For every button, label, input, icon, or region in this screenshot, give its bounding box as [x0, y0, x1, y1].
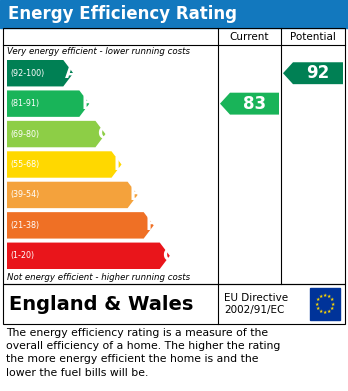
- Polygon shape: [283, 62, 343, 84]
- Text: 83: 83: [243, 95, 266, 113]
- Text: G: G: [162, 247, 175, 265]
- Text: (55-68): (55-68): [10, 160, 39, 169]
- Text: Potential: Potential: [290, 32, 336, 41]
- Text: ★: ★: [319, 294, 323, 300]
- Text: ★: ★: [331, 301, 335, 307]
- Bar: [3, 284, 345, 324]
- Text: (81-91): (81-91): [10, 99, 39, 108]
- Bar: [0, 0, 348, 28]
- Text: 92: 92: [306, 64, 330, 82]
- Text: ★: ★: [315, 301, 319, 307]
- Text: ★: ★: [330, 298, 334, 302]
- Text: ★: ★: [323, 310, 327, 315]
- Polygon shape: [7, 90, 89, 117]
- Text: F: F: [146, 216, 157, 234]
- Text: ★: ★: [316, 298, 320, 302]
- Text: Not energy efficient - higher running costs: Not energy efficient - higher running co…: [7, 273, 190, 282]
- Bar: [310, 288, 340, 320]
- Text: ★: ★: [327, 308, 331, 314]
- Polygon shape: [7, 242, 170, 269]
- Text: (21-38): (21-38): [10, 221, 39, 230]
- Text: C: C: [97, 125, 110, 143]
- Text: ★: ★: [323, 293, 327, 298]
- Text: (39-54): (39-54): [10, 190, 39, 199]
- Text: Very energy efficient - lower running costs: Very energy efficient - lower running co…: [7, 47, 190, 56]
- Polygon shape: [220, 93, 279, 115]
- Text: England & Wales: England & Wales: [9, 294, 193, 314]
- Text: EU Directive
2002/91/EC: EU Directive 2002/91/EC: [224, 293, 288, 315]
- Text: E: E: [129, 186, 141, 204]
- Bar: [3, 28, 345, 284]
- Text: Energy Efficiency Rating: Energy Efficiency Rating: [8, 5, 237, 23]
- Polygon shape: [7, 212, 154, 239]
- Text: ★: ★: [327, 294, 331, 300]
- Polygon shape: [7, 182, 137, 208]
- Polygon shape: [7, 60, 73, 86]
- Text: ★: ★: [316, 306, 320, 310]
- Text: (92-100): (92-100): [10, 69, 44, 78]
- Text: B: B: [81, 95, 94, 113]
- Polygon shape: [7, 121, 105, 147]
- Text: (69-80): (69-80): [10, 129, 39, 138]
- Text: (1-20): (1-20): [10, 251, 34, 260]
- Polygon shape: [7, 151, 121, 178]
- Text: Current: Current: [230, 32, 269, 41]
- Text: ★: ★: [319, 308, 323, 314]
- Text: The energy efficiency rating is a measure of the
overall efficiency of a home. T: The energy efficiency rating is a measur…: [6, 328, 280, 378]
- Text: A: A: [65, 64, 78, 82]
- Text: D: D: [113, 156, 127, 174]
- Text: ★: ★: [330, 306, 334, 310]
